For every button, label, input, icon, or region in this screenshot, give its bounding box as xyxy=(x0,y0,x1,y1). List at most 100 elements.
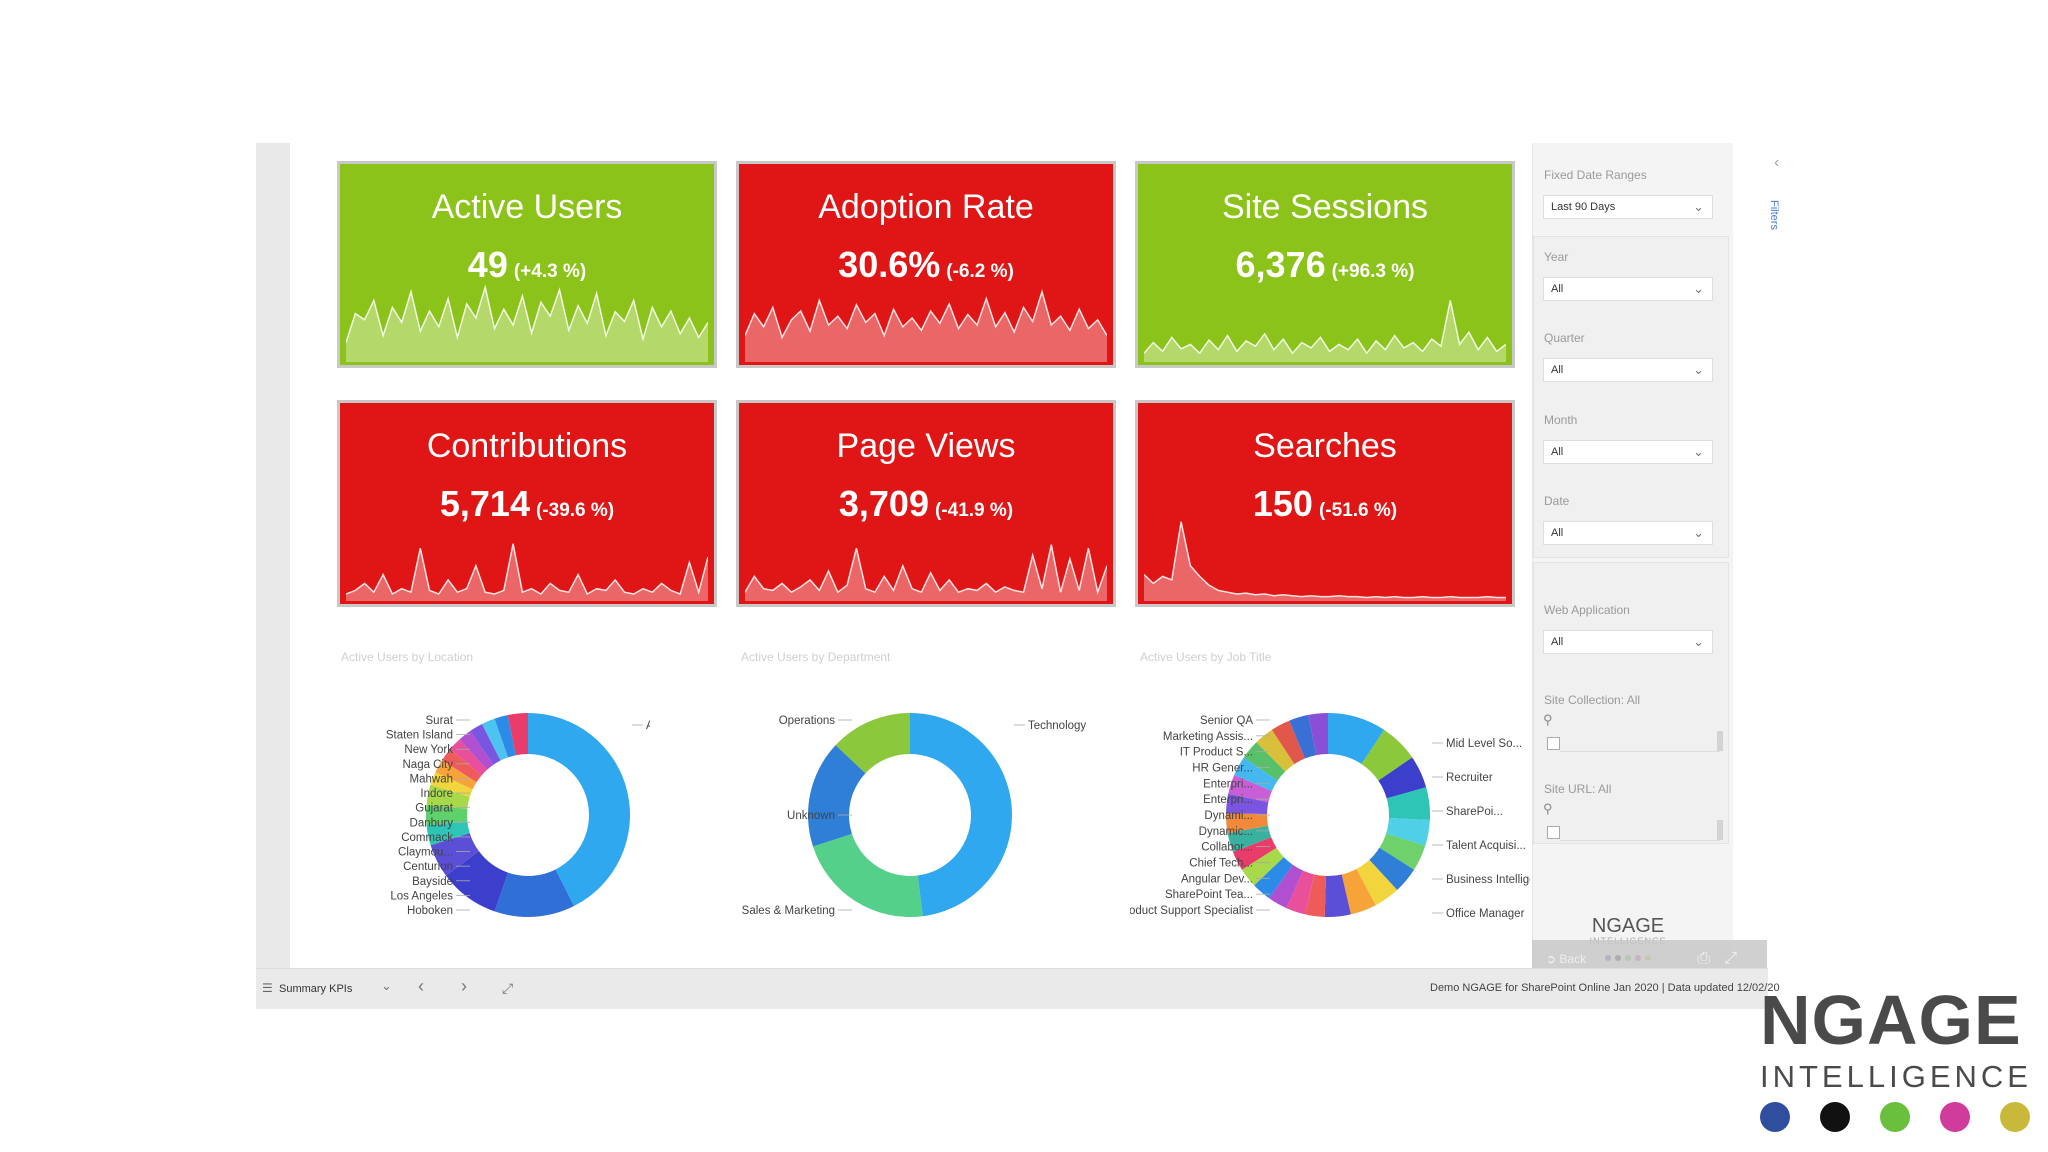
donut-slice[interactable] xyxy=(1226,793,1269,815)
kpi-value: 49 (+4.3 %) xyxy=(340,244,714,286)
site-url-scrollbar[interactable] xyxy=(1717,820,1723,840)
site-collection-checkbox[interactable] xyxy=(1547,737,1560,750)
donut-slice[interactable] xyxy=(910,713,1012,917)
donut-slice[interactable] xyxy=(1254,857,1293,899)
donut-label: Operations xyxy=(779,715,836,727)
print-icon[interactable]: ⎙ xyxy=(1697,950,1725,967)
webapp-select[interactable]: All ⌄ xyxy=(1543,630,1713,654)
donut-slice[interactable] xyxy=(481,718,508,761)
donut-slice[interactable] xyxy=(494,869,575,917)
donut-slice[interactable] xyxy=(835,713,910,774)
expand-icon[interactable]: ⤢ xyxy=(1724,950,1751,967)
webapp-value: All xyxy=(1551,636,1564,648)
filters-rail-label[interactable]: Filters xyxy=(1768,200,1780,230)
fixed-date-select[interactable]: Last 90 Days ⌄ xyxy=(1543,195,1713,219)
site-collection-scrollbar[interactable] xyxy=(1717,731,1723,751)
donut-slice[interactable] xyxy=(1369,847,1415,890)
current-page-name[interactable]: Summary KPIs xyxy=(279,983,353,995)
donut-label: Staten Island xyxy=(386,730,453,742)
donut-slice[interactable] xyxy=(426,784,470,809)
search-icon[interactable]: ⚲ xyxy=(1543,712,1553,727)
kpi-card-contributions[interactable]: Contributions 5,714 (-39.6 %) xyxy=(337,400,717,607)
donut-slice[interactable] xyxy=(426,821,470,846)
donut-slice[interactable] xyxy=(1356,859,1398,906)
month-select[interactable]: All ⌄ xyxy=(1543,440,1713,464)
donut-slice[interactable] xyxy=(494,715,516,758)
donut-slice[interactable] xyxy=(528,713,630,907)
donut-slice[interactable] xyxy=(1305,874,1327,917)
donut-slice[interactable] xyxy=(1234,757,1278,791)
donut-slice[interactable] xyxy=(1379,833,1426,870)
year-select[interactable]: All ⌄ xyxy=(1543,277,1713,301)
search-icon[interactable]: ⚲ xyxy=(1543,801,1553,816)
kpi-sparkline xyxy=(745,288,1107,362)
donut-slice[interactable] xyxy=(1361,729,1413,781)
chevron-down-icon: ⌄ xyxy=(1693,362,1704,377)
donut-label: Angular Dev... xyxy=(1181,873,1253,885)
donut-label: Business Intelligen... xyxy=(1446,874,1530,886)
donut-slice[interactable] xyxy=(459,730,494,770)
next-page-button[interactable]: › xyxy=(461,976,467,996)
month-value: All xyxy=(1551,446,1564,458)
date-select[interactable]: All ⌄ xyxy=(1543,521,1713,545)
donut-slice[interactable] xyxy=(1271,720,1305,765)
kpi-card-active-users[interactable]: Active Users 49 (+4.3 %) xyxy=(337,161,717,368)
kpi-value: 5,714 (-39.6 %) xyxy=(340,483,714,525)
chevron-down-icon: ⌄ xyxy=(1693,634,1704,649)
kpi-number: 3,709 xyxy=(838,483,929,524)
donut-slice[interactable] xyxy=(1243,742,1286,781)
donut-slice[interactable] xyxy=(507,713,528,756)
back-button[interactable]: ➲ Back xyxy=(1546,952,1587,966)
location-donut[interactable]: Surat Staten Island New York Naga City Mahwa… xyxy=(330,690,650,940)
prev-page-button[interactable]: ‹ xyxy=(418,976,424,996)
donut-label: HR Gener... xyxy=(1192,763,1253,775)
site-url-checkbox[interactable] xyxy=(1547,826,1560,839)
donut-label: Ahmedabad xyxy=(646,720,650,732)
donut-slice[interactable] xyxy=(1386,787,1430,820)
donut-slice[interactable] xyxy=(1308,713,1328,756)
donut-label: Dynamic... xyxy=(1199,826,1253,838)
collapse-arrow-icon[interactable]: ‹ xyxy=(1774,154,1780,171)
sparkline-line xyxy=(745,544,1107,595)
logo-dot xyxy=(2000,1102,2030,1132)
donut-slice[interactable] xyxy=(1228,774,1272,803)
kpi-card-page-views[interactable]: Page Views 3,709 (-41.9 %) xyxy=(736,400,1116,607)
donut-slice[interactable] xyxy=(1378,757,1427,799)
quarter-select[interactable]: All ⌄ xyxy=(1543,358,1713,382)
page-navigation-bar xyxy=(256,968,1768,1009)
donut-slice[interactable] xyxy=(1328,713,1385,765)
sparkline-line xyxy=(346,543,708,596)
kpi-value: 150 (-51.6 %) xyxy=(1138,483,1512,525)
pages-list-icon[interactable]: ☰ xyxy=(262,981,273,995)
kpi-card-searches[interactable]: Searches 150 (-51.6 %) xyxy=(1135,400,1515,607)
donut-slice[interactable] xyxy=(1256,729,1295,772)
donut-slice[interactable] xyxy=(442,749,482,783)
donut-slice[interactable] xyxy=(430,833,479,876)
kpi-card-adoption-rate[interactable]: Adoption Rate 30.6% (-6.2 %) xyxy=(736,161,1116,368)
donut-slice[interactable] xyxy=(430,772,473,797)
donut-slice[interactable] xyxy=(1324,874,1351,917)
kpi-card-site-sessions[interactable]: Site Sessions 6,376 (+96.3 %) xyxy=(1135,161,1515,368)
donut-slice[interactable] xyxy=(1286,870,1315,915)
sparkline-area xyxy=(346,287,708,362)
donut-slice[interactable] xyxy=(1289,714,1317,759)
donut-slice[interactable] xyxy=(808,745,866,847)
donut-label: Gujarat xyxy=(415,803,454,815)
jobtitle-donut[interactable]: Senior QA Marketing Assis... IT Product S.… xyxy=(1130,690,1530,940)
department-donut[interactable]: Operations Unknown Sales & Marketing Techno… xyxy=(730,690,1090,940)
donut-slice[interactable] xyxy=(1232,837,1277,870)
donut-slice[interactable] xyxy=(1341,868,1376,915)
donut-slice[interactable] xyxy=(1386,817,1430,846)
donut-slice[interactable] xyxy=(1241,847,1284,886)
fullscreen-icon[interactable]: ⤢ xyxy=(502,980,514,996)
donut-slice[interactable] xyxy=(426,804,468,826)
donut-slice[interactable] xyxy=(1226,813,1268,834)
date-label: Date xyxy=(1544,494,1570,508)
donut-slice[interactable] xyxy=(1227,825,1272,853)
donut-slice[interactable] xyxy=(435,760,477,790)
donut-slice[interactable] xyxy=(450,739,488,776)
page-dropdown-chevron-icon[interactable]: ⌄ xyxy=(381,978,392,993)
donut-slice[interactable] xyxy=(470,723,501,765)
donut-slice[interactable] xyxy=(812,833,923,917)
donut-slice[interactable] xyxy=(1269,864,1304,909)
